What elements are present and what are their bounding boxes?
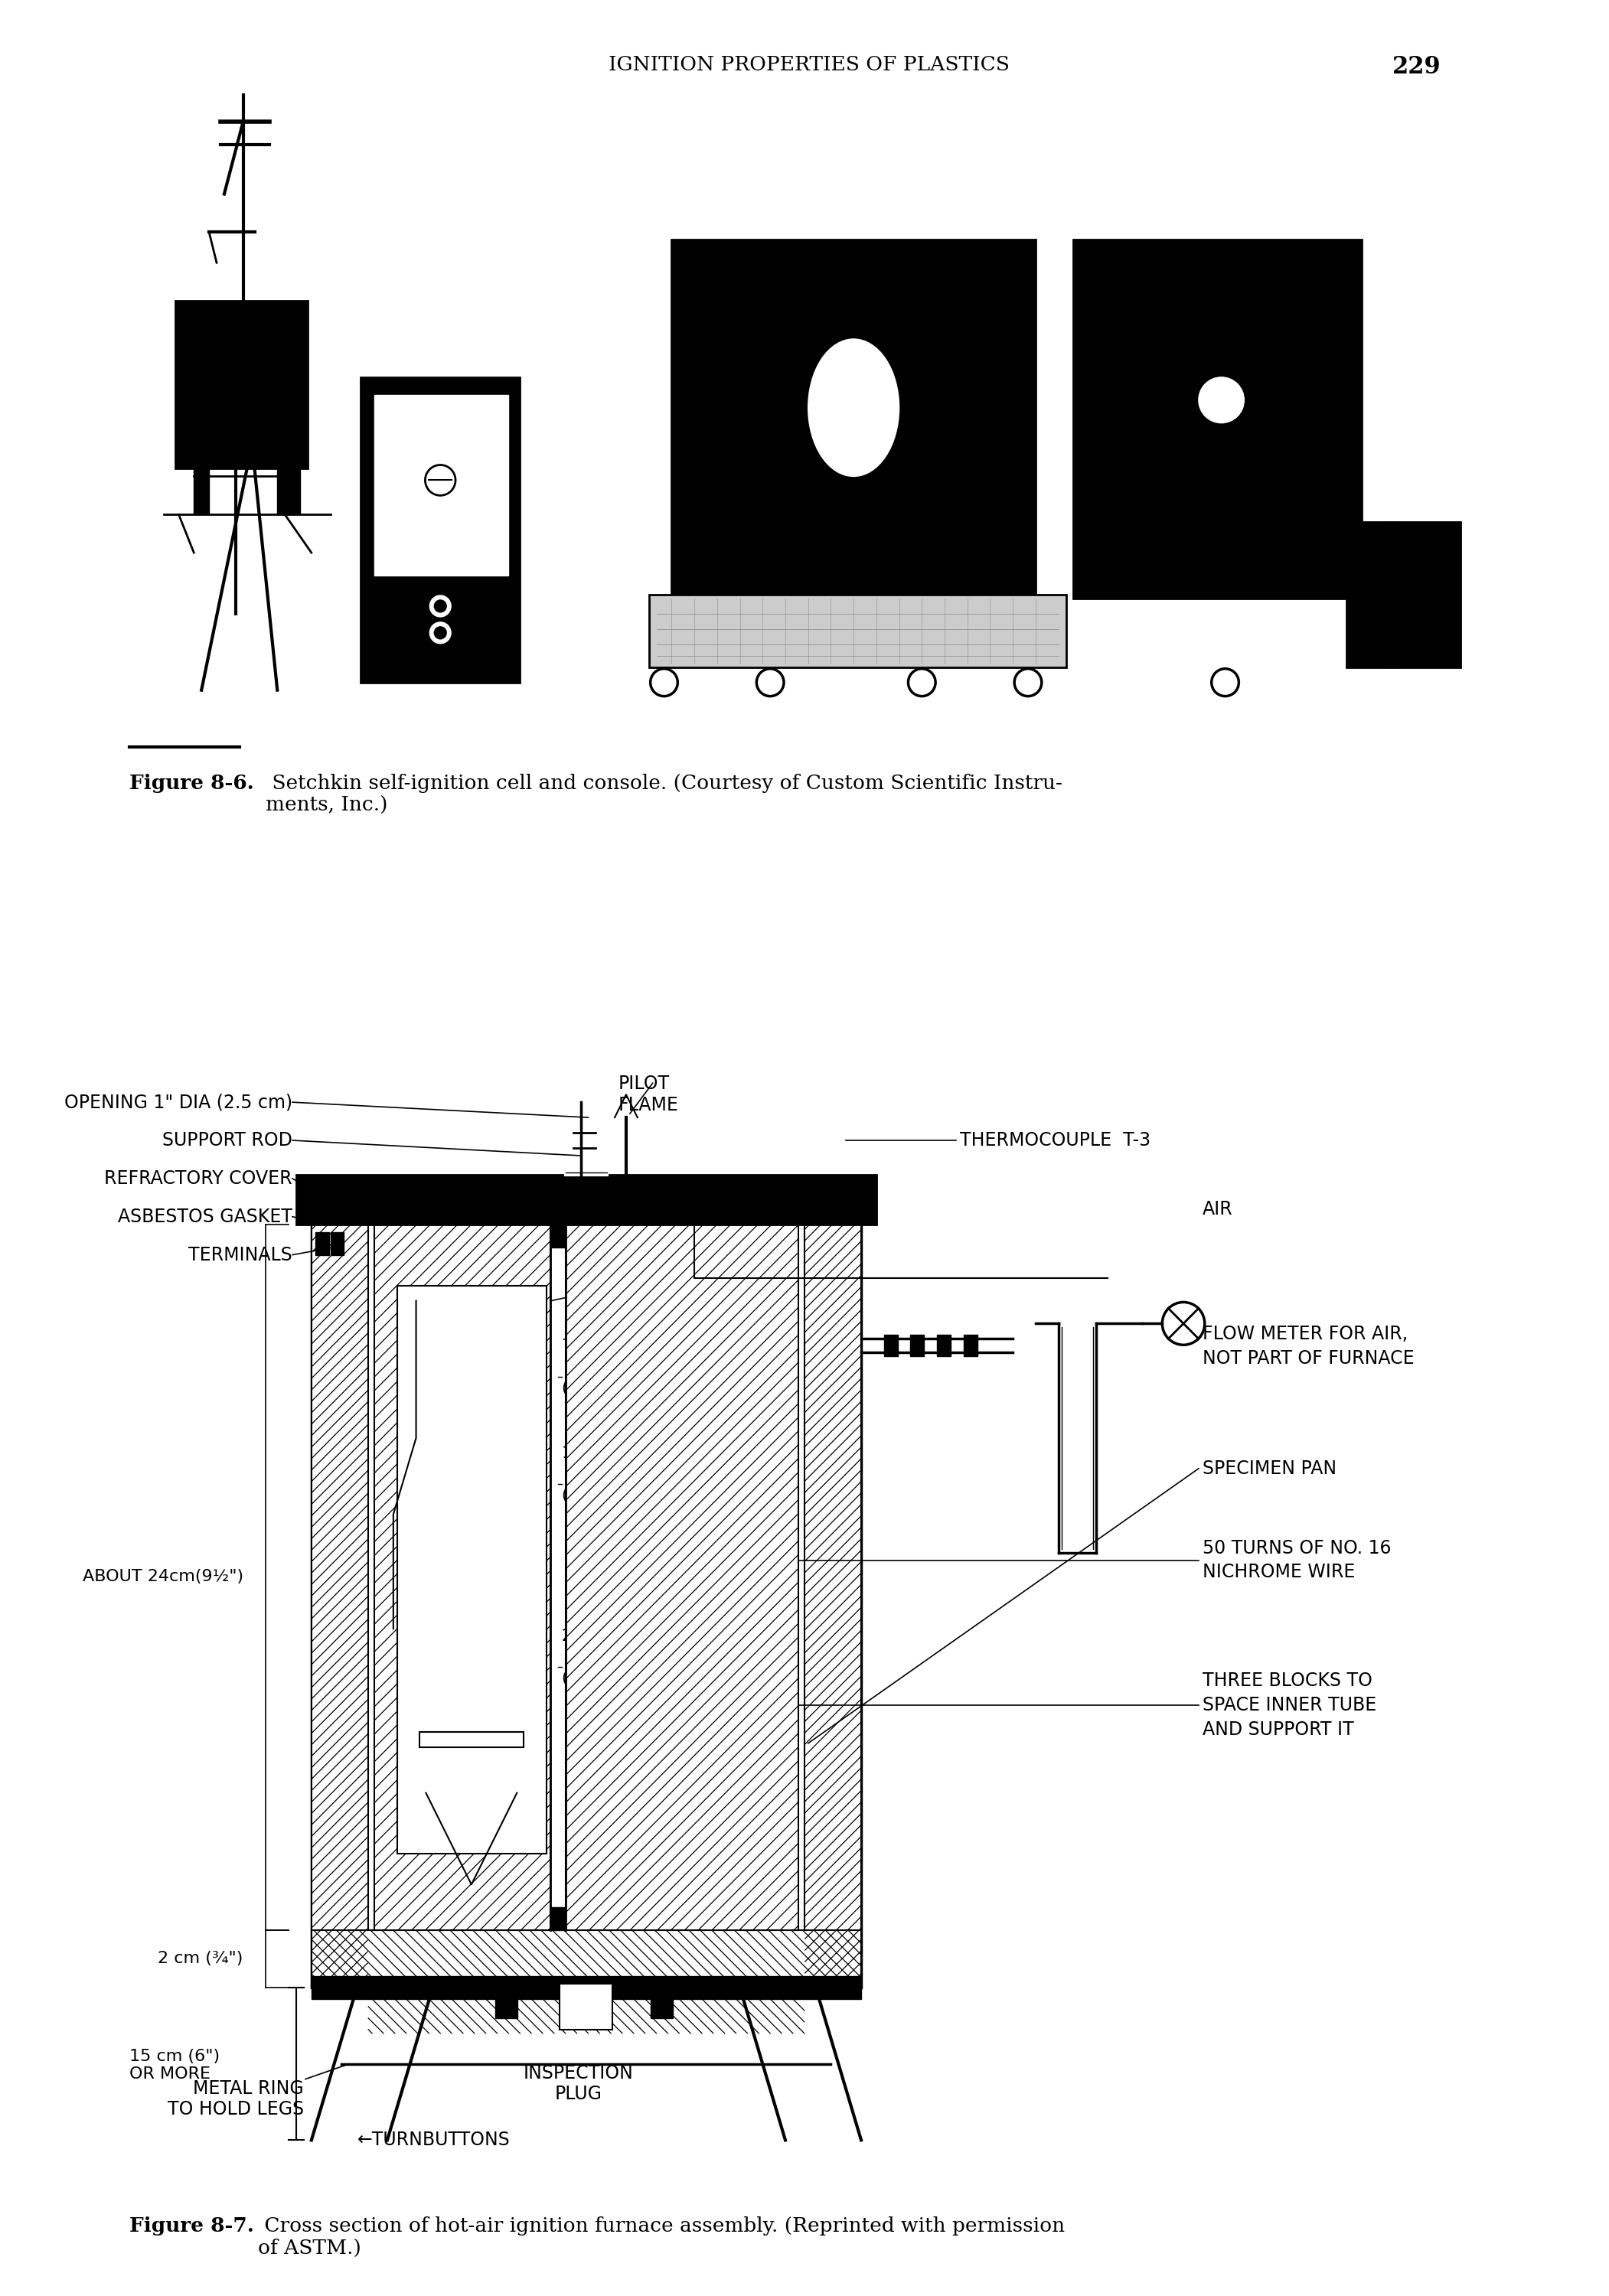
Bar xyxy=(312,1194,368,1988)
Text: ASBESTOS
WOOL: ASBESTOS WOOL xyxy=(573,1573,658,1607)
Bar xyxy=(375,579,508,664)
Bar xyxy=(550,1224,565,1247)
Bar xyxy=(312,1194,861,1988)
Bar xyxy=(883,1334,898,1357)
Bar xyxy=(1096,262,1347,537)
Text: ASBESTOS GASKET: ASBESTOS GASKET xyxy=(117,1208,293,1226)
Text: ABOUT 24cm(9½"): ABOUT 24cm(9½") xyxy=(82,1568,243,1584)
Text: TERMINALS: TERMINALS xyxy=(188,1247,293,1265)
Text: Cross section of hot-air ignition furnace assembly. (Reprinted with permission
o: Cross section of hot-air ignition furnac… xyxy=(259,2216,1065,2257)
Text: INSPECTION
PLUG: INSPECTION PLUG xyxy=(523,2064,634,2103)
Bar xyxy=(375,395,508,576)
Bar xyxy=(671,239,1036,599)
Text: ←TURNBUTTONS: ←TURNBUTTONS xyxy=(357,2131,510,2149)
Text: HEATING COILS
PROTECTED BY
ALUNDUM
CEMENT: HEATING COILS PROTECTED BY ALUNDUM CEMEN… xyxy=(573,1761,695,1832)
Bar xyxy=(702,271,1006,553)
Text: SPECIMEN PAN: SPECIMEN PAN xyxy=(1202,1460,1337,1479)
Bar xyxy=(650,1995,673,2018)
Text: REFRACTORY COVER: REFRACTORY COVER xyxy=(105,1169,293,1187)
Circle shape xyxy=(434,599,446,613)
Bar xyxy=(964,1334,977,1357)
Circle shape xyxy=(1199,377,1244,422)
Bar xyxy=(375,1224,550,1931)
Text: AIR FLOW
TANGENTIAL
TO CYLINDER: AIR FLOW TANGENTIAL TO CYLINDER xyxy=(573,1396,681,1449)
Text: 229: 229 xyxy=(1392,55,1440,78)
Circle shape xyxy=(434,627,446,638)
Bar xyxy=(277,445,299,514)
Circle shape xyxy=(430,622,451,643)
Text: (3"): (3") xyxy=(562,1380,592,1396)
Bar xyxy=(1347,521,1392,668)
Text: 2 cm (¾"): 2 cm (¾") xyxy=(158,1952,243,1965)
Text: Setchkin self-ignition cell and console. (Courtesy of Custom Scientific Instru-
: Setchkin self-ignition cell and console.… xyxy=(265,774,1062,815)
Bar xyxy=(420,1731,525,1747)
Text: THERMO-
COUPLE T-1: THERMO- COUPLE T-1 xyxy=(570,1293,669,1325)
Text: 7.6 cm: 7.6 cm xyxy=(562,1339,616,1355)
Bar xyxy=(565,1224,798,1931)
Bar xyxy=(496,1995,518,2018)
Text: 10.2 cm: 10.2 cm xyxy=(562,1446,626,1460)
Bar xyxy=(330,1233,344,1256)
Bar xyxy=(312,1977,861,2000)
Bar xyxy=(804,1194,861,1988)
Text: 25 cm: 25 cm xyxy=(562,1628,611,1644)
Text: THERMOCOUPLE
T-2: THERMOCOUPLE T-2 xyxy=(377,1876,508,1910)
Text: FLOW METER FOR AIR,
NOT PART OF FURNACE: FLOW METER FOR AIR, NOT PART OF FURNACE xyxy=(1202,1325,1414,1368)
Bar xyxy=(550,1908,565,1931)
Bar xyxy=(360,377,520,682)
Text: IGNITION PROPERTIES OF PLASTICS: IGNITION PROPERTIES OF PLASTICS xyxy=(608,55,1009,73)
Text: AIR: AIR xyxy=(1202,1201,1232,1219)
Bar xyxy=(315,1233,328,1256)
Bar xyxy=(648,595,1065,668)
Bar xyxy=(397,1286,547,1853)
Bar xyxy=(296,1176,877,1224)
Bar xyxy=(560,1984,613,2030)
Bar xyxy=(1073,239,1361,599)
Bar xyxy=(195,445,209,514)
Bar xyxy=(175,301,307,468)
Bar xyxy=(372,393,512,668)
Ellipse shape xyxy=(808,340,899,475)
Text: METAL RING
TO HOLD LEGS: METAL RING TO HOLD LEGS xyxy=(167,2080,304,2119)
Text: OPENING 1" DIA (2.5 cm): OPENING 1" DIA (2.5 cm) xyxy=(64,1093,293,1111)
Bar xyxy=(312,1931,861,1988)
Bar xyxy=(911,1334,924,1357)
Text: SUPPORT ROD: SUPPORT ROD xyxy=(163,1132,293,1150)
Bar xyxy=(936,1334,951,1357)
Text: 50 TURNS OF NO. 16
NICHROME WIRE: 50 TURNS OF NO. 16 NICHROME WIRE xyxy=(1202,1538,1392,1582)
Text: Figure 8-6.: Figure 8-6. xyxy=(129,774,254,792)
Text: 15 cm (6")
OR MORE: 15 cm (6") OR MORE xyxy=(129,2048,220,2082)
Text: PILOT
FLAME: PILOT FLAME xyxy=(618,1075,679,1114)
Text: THREE BLOCKS TO
SPACE INNER TUBE
AND SUPPORT IT: THREE BLOCKS TO SPACE INNER TUBE AND SUP… xyxy=(1202,1671,1376,1738)
Text: THERMOCOUPLE  T-3: THERMOCOUPLE T-3 xyxy=(959,1132,1150,1150)
Text: Figure 8-7.: Figure 8-7. xyxy=(129,2216,254,2236)
Bar xyxy=(713,282,994,537)
Circle shape xyxy=(430,595,451,618)
Text: (4"): (4") xyxy=(562,1488,592,1504)
Bar xyxy=(1392,521,1461,668)
Text: (10"): (10") xyxy=(562,1671,602,1685)
